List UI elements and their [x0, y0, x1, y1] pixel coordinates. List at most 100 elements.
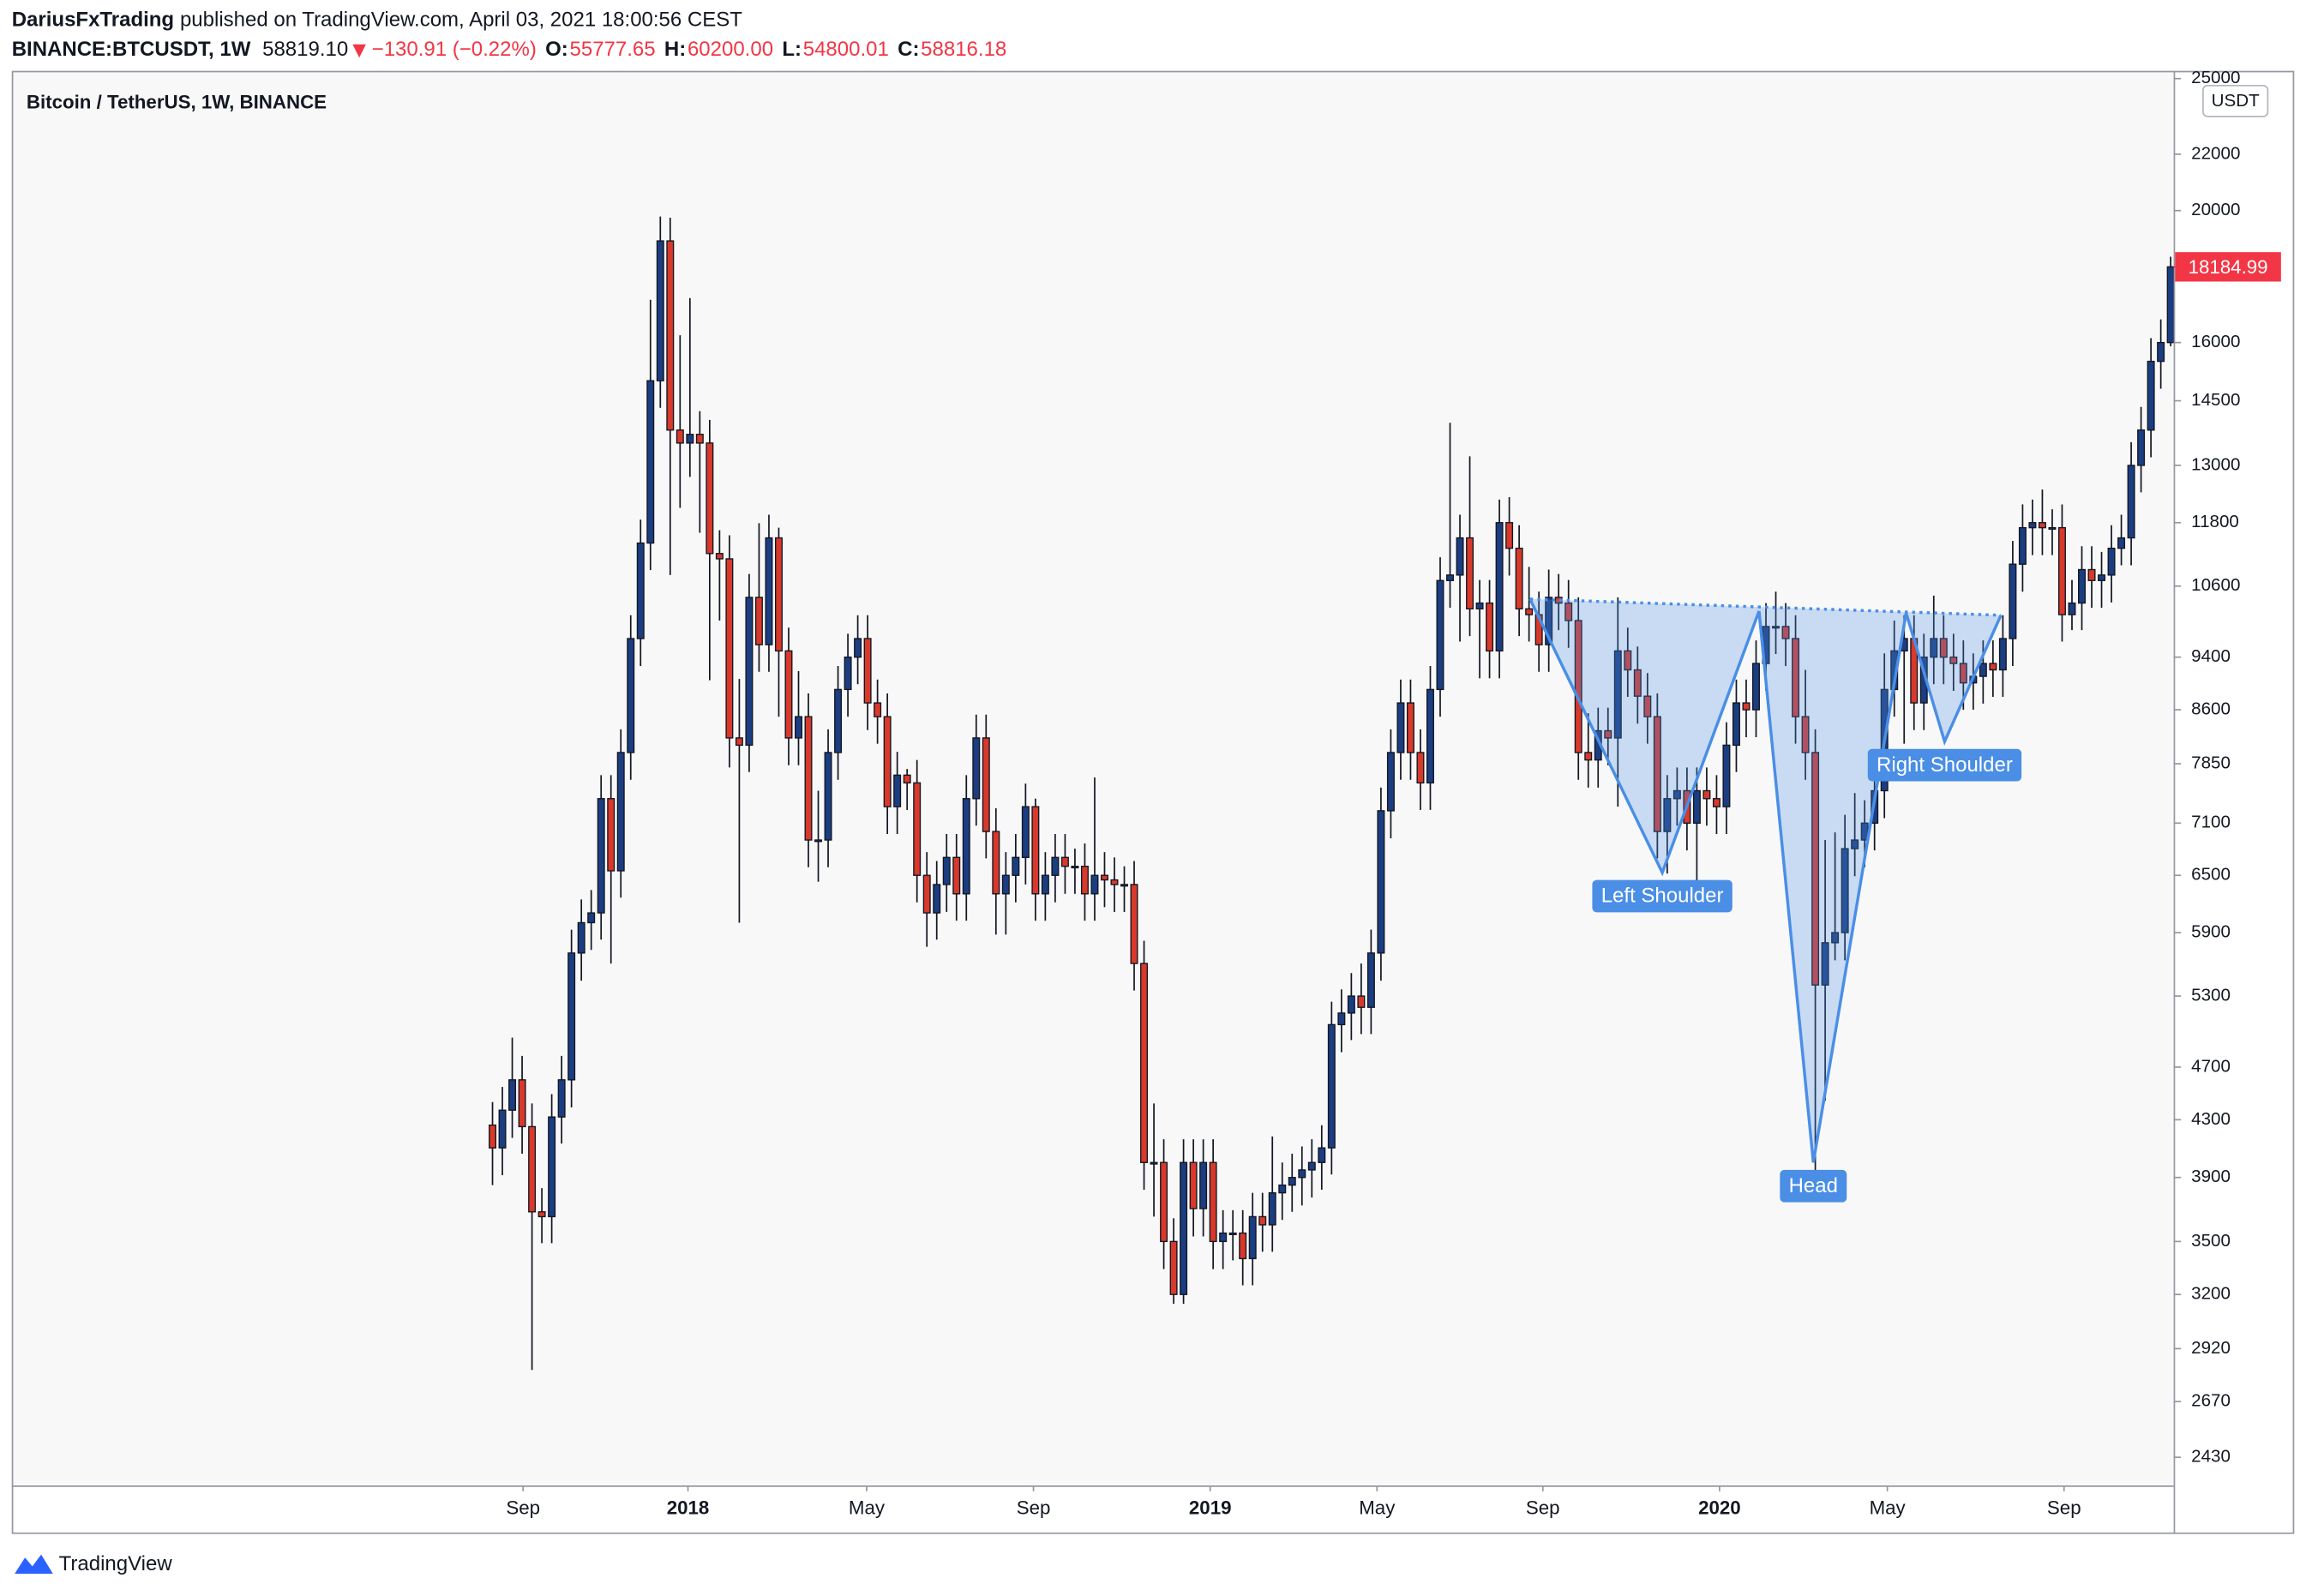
candle-body: [1228, 1232, 1237, 1236]
x-tick-label: Sep: [1526, 1497, 1560, 1518]
candle-body: [567, 952, 576, 1081]
footer-brand: TradingView: [59, 1552, 173, 1575]
x-tick-label: 2018: [667, 1497, 710, 1518]
candle-body: [1801, 716, 1810, 753]
candle-body: [1525, 608, 1534, 615]
candle-body: [1386, 752, 1395, 812]
candle-body: [1140, 963, 1149, 1163]
ohlc-label: L:: [782, 38, 802, 61]
neckline: [1529, 597, 2002, 617]
candle-body: [1337, 1012, 1346, 1026]
candle-body: [1930, 638, 1938, 658]
candle-body: [784, 650, 793, 739]
candle-body: [1100, 874, 1108, 881]
frame: [11, 70, 2295, 1534]
candle-body: [1643, 695, 1652, 717]
y-tick-label: 13000: [2191, 454, 2240, 474]
y-tick-label: 9400: [2191, 646, 2231, 666]
candle-body: [1051, 856, 1060, 876]
candle-body: [834, 688, 843, 753]
x-tick-label: Sep: [1017, 1497, 1051, 1518]
candle-body: [587, 912, 596, 924]
candle-body: [1406, 702, 1414, 753]
last-value: 58819.10: [262, 38, 348, 61]
candle-body: [1071, 866, 1079, 869]
candle-body: [1653, 716, 1661, 832]
candle-body: [528, 1125, 537, 1213]
x-tick-label: May: [1359, 1497, 1396, 1518]
candle-body: [2157, 341, 2165, 363]
currency-badge: [2202, 84, 2269, 117]
candle-body: [715, 553, 724, 560]
y-tick-label: 25000: [2191, 68, 2240, 87]
candle-body: [1712, 798, 1720, 807]
candle-body: [1998, 638, 2007, 671]
ohlc-value: 58816.18: [921, 38, 1006, 61]
candle-body: [1396, 702, 1405, 753]
x-tick-label: 2019: [1189, 1497, 1232, 1518]
candle-body: [1949, 656, 1958, 664]
candle-body: [1792, 638, 1800, 717]
candle-body: [1939, 638, 1948, 658]
candle-body: [1979, 663, 1987, 677]
x-tick-label: Sep: [2047, 1497, 2081, 1518]
candle-body: [1821, 942, 1829, 986]
candle-body: [1841, 848, 1849, 933]
candle-body: [1475, 602, 1484, 609]
candle-body: [725, 558, 734, 739]
logo-shape: [15, 1554, 53, 1574]
pattern-area: [1529, 598, 2002, 1163]
candle-body: [765, 537, 773, 645]
annotation-label: Right Shoulder: [1877, 753, 2013, 777]
candle-body: [2018, 526, 2027, 565]
candle-body: [1377, 810, 1385, 954]
candle-body: [676, 429, 684, 444]
ohlc-value: 54800.01: [803, 38, 889, 61]
ohlc-value: 55777.65: [570, 38, 656, 61]
candle-body: [2078, 568, 2086, 604]
candle-body: [2048, 526, 2057, 531]
last-price-label: 18184.99: [2189, 256, 2268, 278]
plot: [489, 216, 2174, 1371]
candle-body: [1426, 688, 1434, 784]
annotation-box: [1867, 748, 2022, 782]
currency: USDT: [2212, 91, 2260, 111]
annotation-box: [1592, 879, 1733, 913]
ohlc-value: 60200.00: [688, 38, 773, 61]
candle-body: [883, 716, 892, 807]
candle-body: [1012, 856, 1020, 876]
annotation-label: Left Shoulder: [1601, 885, 1724, 908]
y-tick-label: 2670: [2191, 1391, 2231, 1411]
candle-body: [577, 921, 586, 954]
y-tick-label: 22000: [2191, 143, 2240, 163]
candle-body: [1564, 602, 1573, 621]
x-tick-label: May: [849, 1497, 886, 1518]
published: published on TradingView.com, April 03, …: [180, 9, 742, 32]
y-tick-label: 10600: [2191, 575, 2240, 595]
y-tick-label: 4700: [2191, 1056, 2231, 1076]
candle-body: [1466, 537, 1474, 609]
candle-body: [1722, 744, 1731, 807]
y-tick-label: 20000: [2191, 200, 2240, 219]
ohlc-label: C:: [898, 38, 919, 61]
annotation-label: Head: [1789, 1174, 1838, 1197]
candle-body: [824, 752, 832, 841]
candle-body: [735, 737, 743, 747]
y-tick-label: 7850: [2191, 753, 2231, 772]
candle-body: [863, 638, 872, 704]
candle-body: [774, 537, 783, 652]
annotation-box: [1780, 1169, 1847, 1203]
candle-body: [1258, 1215, 1267, 1226]
candle-body: [666, 240, 675, 431]
candle-body: [1633, 669, 1642, 697]
candle-body: [1248, 1215, 1257, 1260]
y-tick-label: 8600: [2191, 699, 2231, 718]
candle-body: [1781, 626, 1790, 639]
author: DariusFxTrading: [12, 9, 174, 32]
candle-body: [1180, 1161, 1188, 1295]
symbol: BINANCE:BTCUSDT, 1W: [12, 38, 251, 61]
candle-body: [795, 716, 802, 739]
candle-body: [1268, 1191, 1276, 1226]
